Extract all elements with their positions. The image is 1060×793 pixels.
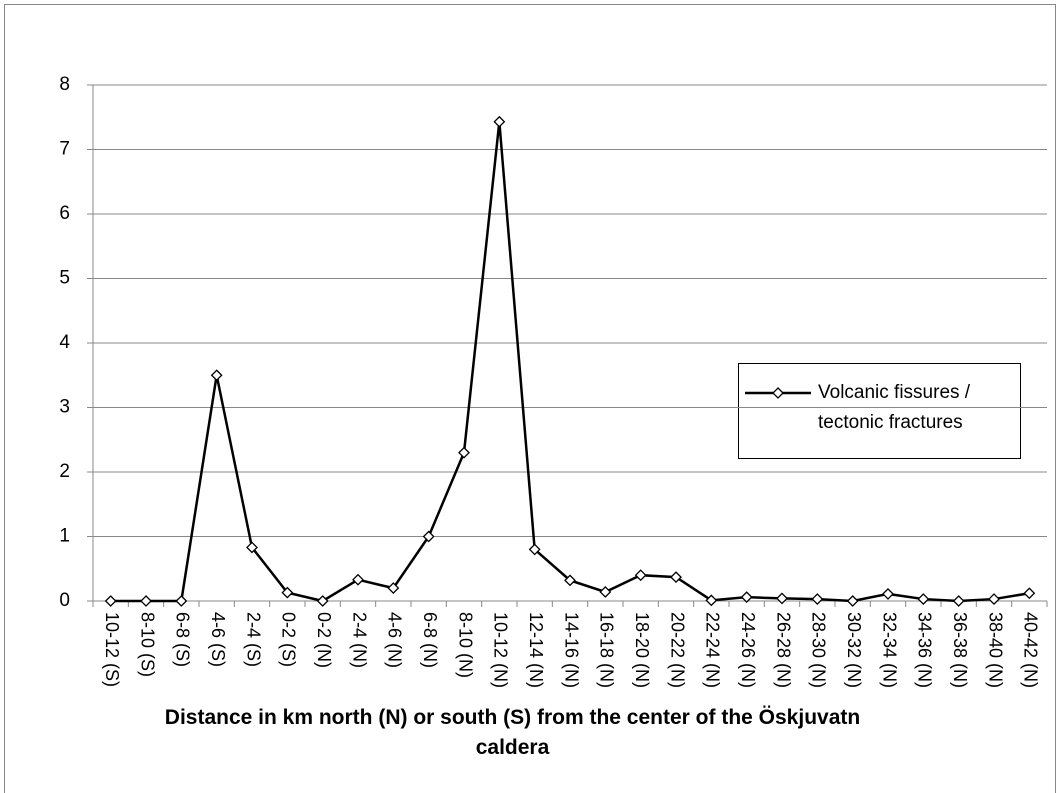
- x-tick-label: 30-32 (N): [844, 612, 864, 688]
- point: [458, 446, 470, 459]
- x-tick-label: 12-14 (N): [526, 612, 546, 688]
- point: [740, 591, 753, 604]
- x-tick-label: 6-8 (N): [420, 612, 440, 668]
- point: [387, 582, 400, 595]
- y-tick-label: 8: [59, 74, 70, 95]
- x-tick-label: 6-8 (S): [173, 612, 193, 667]
- point: [988, 593, 1000, 605]
- point: [564, 574, 576, 587]
- x-tick-label: 0-2 (N): [314, 612, 334, 668]
- point: [1023, 587, 1036, 600]
- point: [917, 593, 930, 605]
- x-tick-label: 2-4 (S): [243, 612, 263, 667]
- legend-marker: [772, 387, 784, 399]
- point: [352, 573, 364, 586]
- x-axis-title: Distance in km north (N) or south (S) fr…: [164, 706, 861, 759]
- point: [705, 594, 718, 607]
- point: [846, 595, 859, 607]
- x-tick-label: 38-40 (N): [985, 612, 1005, 688]
- point: [140, 595, 152, 607]
- x-tick-label: 4-6 (N): [385, 612, 405, 668]
- point: [493, 115, 506, 128]
- x-tick-label: 36-38 (N): [950, 612, 970, 688]
- point: [952, 595, 965, 607]
- x-tick-label: 40-42 (N): [1021, 612, 1041, 688]
- point: [210, 369, 223, 382]
- x-tick-label: 20-22 (N): [667, 612, 687, 688]
- y-tick-label: 7: [59, 139, 70, 160]
- y-tick-label: 5: [59, 268, 70, 289]
- y-tick-label: 6: [59, 203, 70, 224]
- point: [882, 587, 894, 600]
- point: [528, 543, 541, 556]
- x-tick-label: 32-34 (N): [879, 612, 899, 688]
- point: [175, 595, 188, 607]
- x-tick-label: 10-12 (N): [491, 612, 511, 688]
- y-tick-label: 2: [59, 461, 70, 482]
- point: [634, 569, 647, 582]
- point: [246, 541, 258, 554]
- y-tick-label: 3: [59, 397, 70, 418]
- x-tick-label: 16-18 (N): [597, 612, 617, 688]
- y-tick-label: 0: [59, 590, 70, 611]
- x-tick-label: 0-2 (S): [279, 612, 299, 667]
- x-tick-label: 2-4 (N): [349, 612, 369, 668]
- point: [776, 592, 788, 605]
- x-tick-label: 34-36 (N): [915, 612, 935, 688]
- frame: [4, 4, 1056, 793]
- x-tick-label: 14-16 (N): [561, 612, 581, 688]
- x-tick-label: 18-20 (N): [632, 612, 652, 688]
- x-tick-label: 10-12 (S): [102, 612, 122, 687]
- x-tick-label: 26-28 (N): [773, 612, 793, 688]
- point: [811, 593, 824, 605]
- y-tick-label: 4: [59, 332, 70, 353]
- point: [670, 571, 682, 584]
- legend-box: [738, 363, 1021, 459]
- point: [281, 586, 294, 599]
- point: [104, 595, 117, 607]
- point: [599, 586, 612, 598]
- line: [110, 121, 1030, 603]
- point: [316, 595, 329, 607]
- x-tick-label: 28-30 (N): [809, 612, 829, 688]
- x-tick-label: 22-24 (N): [703, 612, 723, 688]
- x-tick-label: 4-6 (S): [208, 612, 228, 667]
- point: [422, 530, 435, 543]
- y-tick-label: 1: [59, 526, 70, 547]
- x-tick-label: 24-26 (N): [738, 612, 758, 688]
- x-tick-label: 8-10 (S): [137, 612, 157, 677]
- x-tick-label: 8-10 (N): [455, 612, 475, 678]
- legend-label: Volcanic fissures / tectonic fractures: [818, 382, 971, 433]
